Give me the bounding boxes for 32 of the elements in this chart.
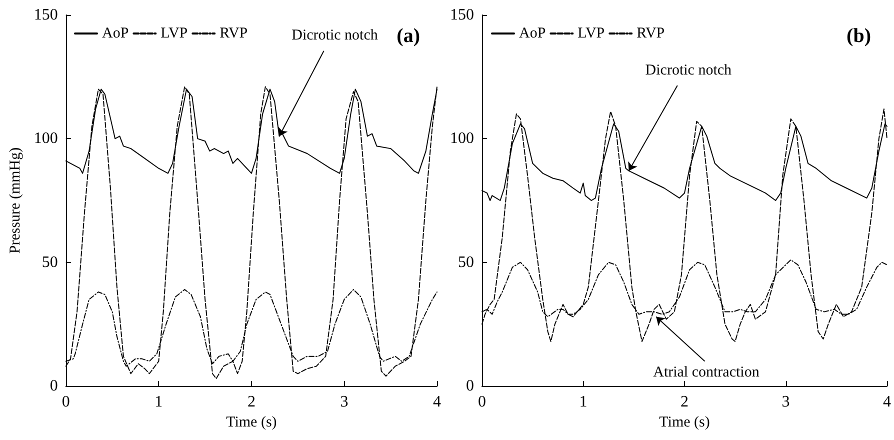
legend-label: LVP	[578, 26, 605, 42]
legend-label: AoP	[102, 26, 129, 42]
x-tick-label: 3	[782, 394, 790, 410]
legend-label: LVP	[160, 26, 188, 42]
x-tick-label: 2	[680, 394, 688, 410]
x-axis-title: Time (s)	[226, 414, 277, 430]
y-tick-label: 50	[42, 254, 58, 271]
y-tick-label: 0	[466, 378, 474, 394]
annotation: Dicrotic notch	[292, 28, 378, 44]
y-tick-label: 0	[50, 378, 58, 394]
y-tick-label: 100	[34, 130, 58, 148]
x-tick-label: 0	[62, 394, 70, 410]
legend-label: RVP	[220, 26, 248, 42]
x-tick-label: 2	[247, 394, 256, 410]
x-tick-label: 1	[579, 394, 588, 410]
legend-label: AoP	[519, 26, 546, 42]
y-tick-label: 150	[450, 6, 474, 24]
legend-label: RVP	[636, 26, 665, 42]
x-tick-label: 4	[433, 394, 441, 410]
annotation: Dicrotic notch	[645, 62, 732, 78]
x-axis-title: Time (s)	[659, 414, 710, 430]
y-tick-label: 100	[450, 130, 474, 148]
x-tick-label: 1	[154, 394, 163, 410]
text: (b)	[846, 25, 872, 47]
x-tick-label: 0	[478, 394, 486, 410]
x-tick-label: 4	[883, 394, 891, 410]
x-tick-label: 3	[340, 394, 348, 410]
y-tick-label: 150	[34, 6, 58, 24]
text: (a)	[396, 25, 420, 47]
y-axis-title: Pressure (mmHg)	[8, 147, 24, 254]
annotation: Atrial contraction	[653, 364, 760, 381]
y-tick-label: 50	[458, 254, 474, 271]
